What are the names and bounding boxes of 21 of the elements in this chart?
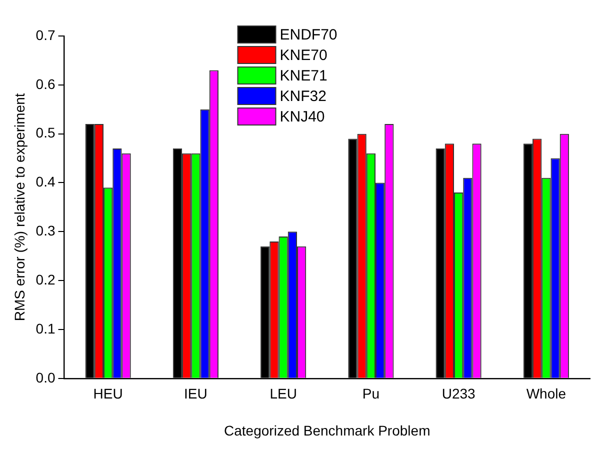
- y-tick-label: 0.1: [36, 320, 56, 336]
- legend-label: KNJ40: [280, 108, 325, 126]
- y-tick-label: 0.6: [36, 76, 56, 92]
- y-tick-label: 0.3: [36, 222, 56, 239]
- legend-label: ENDF70: [280, 26, 338, 44]
- y-tick-label: 0.0: [36, 369, 56, 386]
- y-tick-label: 0.7: [36, 26, 56, 43]
- y-tick-label: 0.2: [36, 271, 56, 288]
- legend-label: KNE70: [280, 47, 328, 64]
- y-tick-label: 0.4: [36, 174, 56, 190]
- x-tick-label: U233: [442, 386, 476, 402]
- y-tick-label: 0.5: [36, 124, 56, 141]
- x-tick-label: Pu: [362, 386, 380, 402]
- x-tick-label: HEU: [93, 386, 123, 402]
- x-axis-title: Categorized Benchmark Problem: [224, 422, 430, 438]
- x-tick-label: Whole: [526, 386, 566, 402]
- x-tick-label: IEU: [184, 386, 208, 402]
- x-tick-label: LEU: [270, 386, 297, 402]
- legend-label: KNF32: [280, 88, 326, 106]
- legend-label: KNE71: [280, 68, 328, 85]
- y-axis-title: RMS error (%) relative to experiment: [11, 93, 28, 322]
